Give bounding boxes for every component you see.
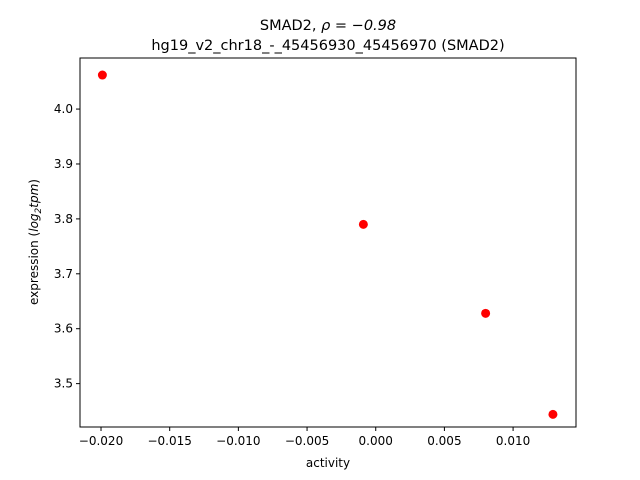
x-tick-label: 0.005: [427, 434, 461, 448]
x-tick-label: −0.010: [216, 434, 260, 448]
y-tick-label: 3.5: [54, 377, 73, 391]
data-point: [548, 409, 558, 419]
data-point: [481, 308, 491, 318]
plot-frame: [79, 57, 577, 428]
x-tick-label: 0.010: [496, 434, 530, 448]
y-tick-label: 3.8: [54, 212, 73, 226]
y-tick-label: 4.0: [54, 102, 73, 116]
x-tick-label: −0.020: [79, 434, 123, 448]
data-points: [97, 70, 558, 419]
data-point: [97, 70, 107, 80]
x-tick-label: 0.000: [359, 434, 393, 448]
x-tick-label: −0.015: [147, 434, 191, 448]
x-axis-label: activity: [306, 456, 350, 470]
y-tick-label: 3.6: [54, 322, 73, 336]
y-tick-label: 3.9: [54, 157, 73, 171]
x-axis: −0.020 −0.015 −0.010 −0.005 0.000 0.005 0.010: [79, 427, 530, 448]
x-tick-label: −0.005: [285, 434, 329, 448]
y-tick-label: 3.7: [54, 267, 73, 281]
chart-title-line1: SMAD2, ρ = −0.98: [260, 18, 396, 34]
y-axis: 3.5 3.6 3.7 3.8 3.9 4.0: [54, 102, 80, 391]
data-point: [358, 219, 368, 229]
chart-title-line2: hg19_v2_chr18_-_45456930_45456970 (SMAD2…: [151, 38, 504, 54]
y-axis-label: expression (log2tpm): [27, 179, 44, 305]
